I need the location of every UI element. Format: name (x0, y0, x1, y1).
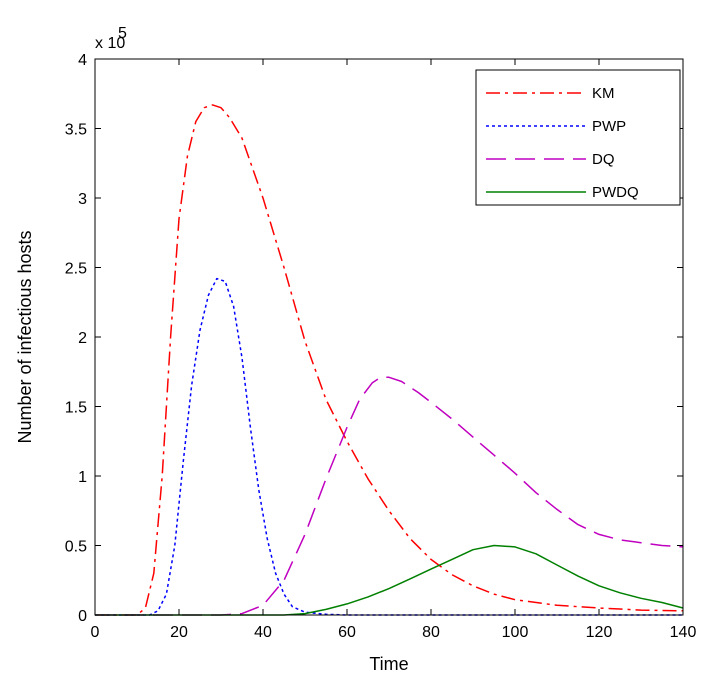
x-tick-label: 80 (422, 624, 440, 641)
y-axis-ticks: 0 0.5 1 1.5 2 2.5 3 3.5 4 (65, 52, 683, 625)
series-line-pwp (95, 277, 683, 616)
y-tick-label: 4 (78, 52, 87, 69)
y-tick-label: 3 (78, 191, 87, 208)
legend-label-pwdq: PWDQ (592, 184, 639, 201)
series-line-pwdq (95, 544, 684, 616)
y-multiplier-exponent: 5 (118, 25, 127, 42)
series-line-dq (95, 376, 684, 616)
y-axis-label: Number of infectious hosts (15, 230, 35, 443)
legend-label-dq: DQ (592, 151, 615, 168)
x-tick-label: 120 (586, 624, 613, 641)
x-tick-label: 100 (502, 624, 529, 641)
legend-label-pwp: PWP (592, 118, 626, 135)
y-tick-label: 1.5 (65, 400, 87, 417)
legend: KM PWP DQ PWDQ (475, 69, 681, 206)
x-tick-label: 140 (670, 624, 697, 641)
y-multiplier-base: x 10 (95, 35, 125, 52)
x-tick-label: 0 (91, 624, 100, 641)
x-tick-label: 60 (338, 624, 356, 641)
y-tick-label: 1 (78, 469, 87, 486)
legend-box (475, 69, 681, 206)
x-tick-label: 40 (254, 624, 272, 641)
y-tick-label: 0 (78, 608, 87, 625)
y-tick-label: 2.5 (65, 261, 87, 278)
y-tick-label: 3.5 (65, 122, 87, 139)
legend-label-km: KM (592, 85, 615, 102)
y-tick-label: 2 (78, 330, 87, 347)
x-axis-label: Time (369, 654, 408, 674)
x-tick-label: 20 (170, 624, 188, 641)
series-line-km (95, 104, 684, 616)
x-axis-ticks: 0 20 40 60 80 100 120 140 (91, 59, 697, 641)
series-layer (95, 104, 684, 616)
y-tick-label: 0.5 (65, 539, 87, 556)
